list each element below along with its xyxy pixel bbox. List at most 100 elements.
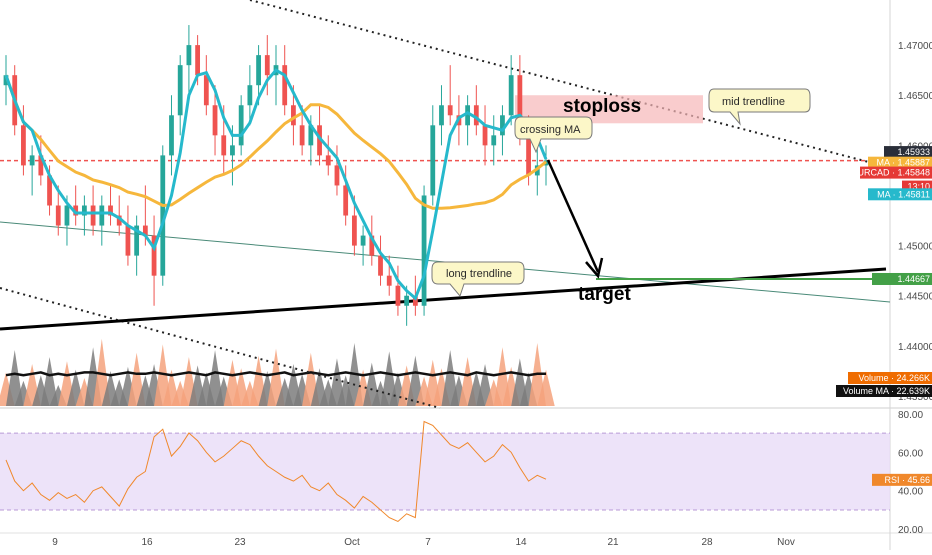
candle-body	[447, 105, 453, 116]
volume-ma-line	[5, 371, 546, 377]
time-axis: 9 16 23 Oct 7 14 21 28 Nov	[52, 537, 795, 548]
candle-body	[55, 205, 61, 226]
candle-body	[299, 125, 305, 146]
projection-arrow-line	[546, 159, 600, 273]
moving-averages	[4, 68, 548, 301]
candle-body	[473, 105, 479, 126]
candle-body	[186, 45, 192, 66]
candle-body	[430, 125, 436, 196]
candle-body	[386, 275, 392, 286]
candle-body	[439, 105, 444, 126]
candle-body	[3, 75, 9, 86]
candle-body	[482, 125, 488, 146]
candle-body	[491, 135, 497, 146]
price-tag-box	[884, 146, 932, 159]
rsi-band-fill	[0, 433, 890, 510]
candle-body	[116, 215, 122, 226]
rsi-tag-text: RSI · 45.66	[884, 475, 930, 485]
time-tick-label: 7	[425, 537, 431, 548]
rsi-tick-label: 40.00	[898, 487, 923, 498]
candle-body	[38, 155, 44, 176]
price-tag-text: 13:10	[907, 182, 930, 192]
time-tick-label: Oct	[344, 537, 360, 548]
candle-body	[395, 285, 401, 306]
trendlines	[0, 0, 891, 409]
candle-body	[99, 205, 105, 226]
candle-body	[169, 115, 174, 156]
candle-body	[108, 205, 113, 216]
price-tick-label: 1.45000	[898, 242, 932, 253]
volume-bar	[40, 357, 59, 406]
projection-arrow-head	[585, 257, 604, 279]
price-tag-text: Volume MA · 22.639K	[843, 386, 930, 396]
price-tag-text: 1.45933	[897, 147, 930, 157]
price-tag-text: 1.44667	[897, 274, 930, 284]
candle-body	[238, 105, 244, 146]
candle-body	[351, 215, 357, 246]
price-tick-label: 1.46500	[898, 91, 932, 102]
price-tick-label: 1.47000	[898, 41, 932, 52]
volume-bar	[6, 350, 24, 406]
rsi-tick-label: 80.00	[898, 410, 923, 421]
candle-body	[195, 45, 201, 76]
mid-trendline	[249, 0, 881, 166]
candle-body	[264, 55, 270, 76]
price-tag-box	[872, 272, 932, 285]
time-tick-label: 14	[515, 537, 527, 548]
candle-body	[81, 205, 87, 216]
price-tag-text: Volume · 24.266K	[858, 373, 930, 383]
rsi-tick-label: 20.00	[898, 525, 923, 536]
time-tick-label: 28	[701, 537, 713, 548]
price-tag-text: MA · 1.45811	[877, 189, 930, 199]
candle-body	[90, 205, 96, 226]
candle-body	[230, 145, 235, 156]
candle-body	[247, 85, 253, 106]
ma-slow-line	[4, 74, 547, 210]
candle-body	[334, 165, 340, 186]
price-tag-box	[836, 385, 932, 397]
candle-body	[308, 125, 314, 146]
ma-fast-line	[4, 68, 548, 301]
time-tick-label: Nov	[777, 537, 795, 548]
candle-body	[325, 155, 331, 166]
rsi-line	[5, 420, 547, 523]
time-tick-label: 16	[141, 537, 153, 548]
candle-body	[212, 105, 218, 136]
candle-body	[21, 125, 26, 166]
price-tag-box	[868, 188, 932, 201]
crossing-ma-label: crossing MA	[520, 124, 581, 136]
candle-body	[291, 105, 296, 126]
time-tick-label: 21	[607, 537, 619, 548]
volume-bars	[0, 338, 555, 406]
candle-body	[221, 135, 227, 156]
price-tag-text: EURCAD · 1.45848	[851, 168, 930, 178]
candle-body	[360, 235, 366, 246]
candle-body	[134, 225, 140, 256]
candle-body	[526, 135, 531, 176]
candle-body	[125, 225, 131, 256]
candle-body	[412, 295, 418, 306]
candle-body	[517, 75, 523, 136]
candle-body	[160, 155, 166, 276]
price-tick-label: 1.43500	[898, 392, 932, 403]
rsi-band	[0, 432, 890, 511]
crossing-ma-callout	[514, 116, 593, 154]
candle-body	[369, 235, 375, 256]
price-axis: 1.470001.465001.460001.455001.450001.445…	[898, 41, 932, 536]
candle-body	[500, 115, 505, 136]
candle-body	[378, 255, 383, 276]
price-tag-box	[848, 372, 932, 384]
candle-body	[203, 75, 209, 106]
long-trendline-label: long trendline	[446, 268, 512, 280]
candle-body	[508, 75, 514, 116]
rsi-tag-box	[872, 473, 932, 486]
price-tick-label: 1.44500	[898, 292, 932, 303]
price-tick-label: 1.44000	[898, 342, 932, 353]
candle-body	[256, 55, 261, 86]
target-label: target	[578, 284, 631, 305]
volume-bar	[267, 348, 285, 406]
time-tick-label: 9	[52, 537, 58, 548]
rsi-tick-label: 60.00	[898, 448, 923, 459]
